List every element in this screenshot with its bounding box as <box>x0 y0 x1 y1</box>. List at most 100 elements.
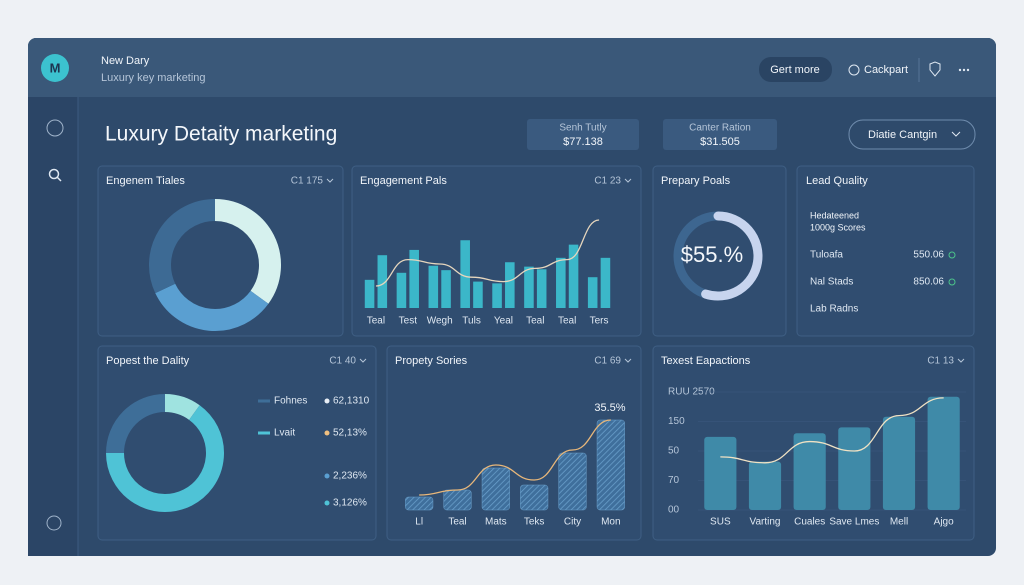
panel-title: Popest the Dality <box>106 355 190 367</box>
legend-value: 2,236% <box>333 471 367 482</box>
legend-value: 52,13% <box>333 428 367 439</box>
x-tick-label: Ters <box>590 316 609 327</box>
bar <box>520 484 549 511</box>
more-icon[interactable] <box>958 68 970 72</box>
gauge-arc <box>701 211 763 301</box>
panel <box>796 165 975 337</box>
bar <box>473 281 483 308</box>
bar <box>558 452 587 511</box>
app-name: New Dary <box>101 55 150 67</box>
bar <box>396 272 407 308</box>
period: C1 40 <box>329 356 356 367</box>
y-tick-label: 70 <box>668 475 680 486</box>
y-tick-label: 00 <box>668 505 680 516</box>
x-tick-label: Save Lmes <box>829 517 879 528</box>
donut-segment <box>106 405 224 512</box>
button-label: Gert more <box>770 64 820 76</box>
y-tick-label: 150 <box>668 416 685 427</box>
shield-icon[interactable] <box>929 61 941 77</box>
row-value: 850.06 <box>913 277 944 288</box>
x-tick-label: City <box>564 517 581 528</box>
period: C1 175 <box>291 176 324 187</box>
x-tick-label: Yeal <box>494 316 513 327</box>
stat-value: $31.505 <box>700 136 740 148</box>
help-icon[interactable] <box>46 515 62 531</box>
x-tick-label: SUS <box>710 517 731 528</box>
chevron <box>624 358 632 363</box>
panel <box>351 165 642 337</box>
x-tick-label: Teal <box>448 517 466 528</box>
row-label: Lab Radns <box>810 304 858 315</box>
page-title: Luxury Detaity marketing <box>105 123 337 146</box>
x-tick-label: Teal <box>526 316 544 327</box>
chevron <box>326 178 334 183</box>
panel-title: Prepary Poals <box>661 175 731 187</box>
panel-title: Lead Quality <box>806 175 868 187</box>
trend-line <box>419 419 611 496</box>
bar <box>524 266 534 308</box>
legend-dot <box>324 398 330 404</box>
stat-box <box>663 119 777 150</box>
period: C1 23 <box>594 176 621 187</box>
sidebar <box>28 97 78 556</box>
panel <box>652 165 787 337</box>
donut-segment <box>106 394 166 454</box>
x-tick-label: Teks <box>524 517 545 528</box>
donut-segment <box>214 199 281 304</box>
period: C1 13 <box>927 356 954 367</box>
logo[interactable] <box>41 54 69 82</box>
donut-segment <box>149 199 216 294</box>
donut-segment <box>155 283 269 331</box>
legend-label: Fohnes <box>274 396 307 407</box>
x-tick-label: Wegh <box>427 316 453 327</box>
x-tick-label: Cuales <box>794 517 825 528</box>
chevron <box>359 358 367 363</box>
bar <box>568 244 579 308</box>
button-label[interactable]: Cackpart <box>864 64 908 76</box>
dropdown[interactable] <box>848 119 976 150</box>
gauge-label: $55.% <box>681 242 743 267</box>
status-dot <box>948 278 956 286</box>
dropdown-label: Diatie Cantgin <box>868 129 937 141</box>
legend-value: 3,126% <box>333 498 367 509</box>
panel-title: Engenem Tiales <box>106 175 185 187</box>
bar <box>838 427 871 510</box>
bar <box>748 461 782 510</box>
bar <box>536 269 547 308</box>
bar <box>460 240 470 308</box>
x-tick-label: Test <box>399 316 418 327</box>
panel <box>97 345 377 541</box>
legend-value: 62,1310 <box>333 396 370 407</box>
x-tick-label: Mon <box>601 517 620 528</box>
bar <box>505 262 515 308</box>
x-tick-label: Teal <box>367 316 385 327</box>
bar <box>409 249 419 308</box>
bar <box>556 257 566 308</box>
panel-title: Propety Sories <box>395 355 468 367</box>
trend-line <box>720 397 944 464</box>
search-icon[interactable] <box>48 168 60 180</box>
x-tick-label: Teal <box>558 316 576 327</box>
x-tick-label: Tuls <box>462 316 481 327</box>
chevron <box>951 131 961 137</box>
bar <box>596 419 625 511</box>
logo-text: M <box>50 60 61 75</box>
button[interactable] <box>759 57 832 82</box>
x-tick-label: Ll <box>415 517 423 528</box>
y-tick-label: 50 <box>668 446 680 457</box>
nav-icon[interactable] <box>46 119 64 137</box>
panel-title: Texest Eapactions <box>661 355 751 367</box>
annotation: 35.5% <box>594 402 625 414</box>
bar <box>405 496 434 511</box>
bar <box>377 255 388 308</box>
chevron <box>624 178 632 183</box>
row-label: Nal Stads <box>810 277 853 288</box>
bar <box>441 270 451 308</box>
stat-label: Canter Ration <box>689 123 751 134</box>
bar <box>793 433 826 510</box>
stat-box <box>527 119 639 150</box>
status-dot <box>948 251 956 259</box>
x-tick-label: Mell <box>890 517 908 528</box>
row-value: 550.06 <box>913 250 944 261</box>
